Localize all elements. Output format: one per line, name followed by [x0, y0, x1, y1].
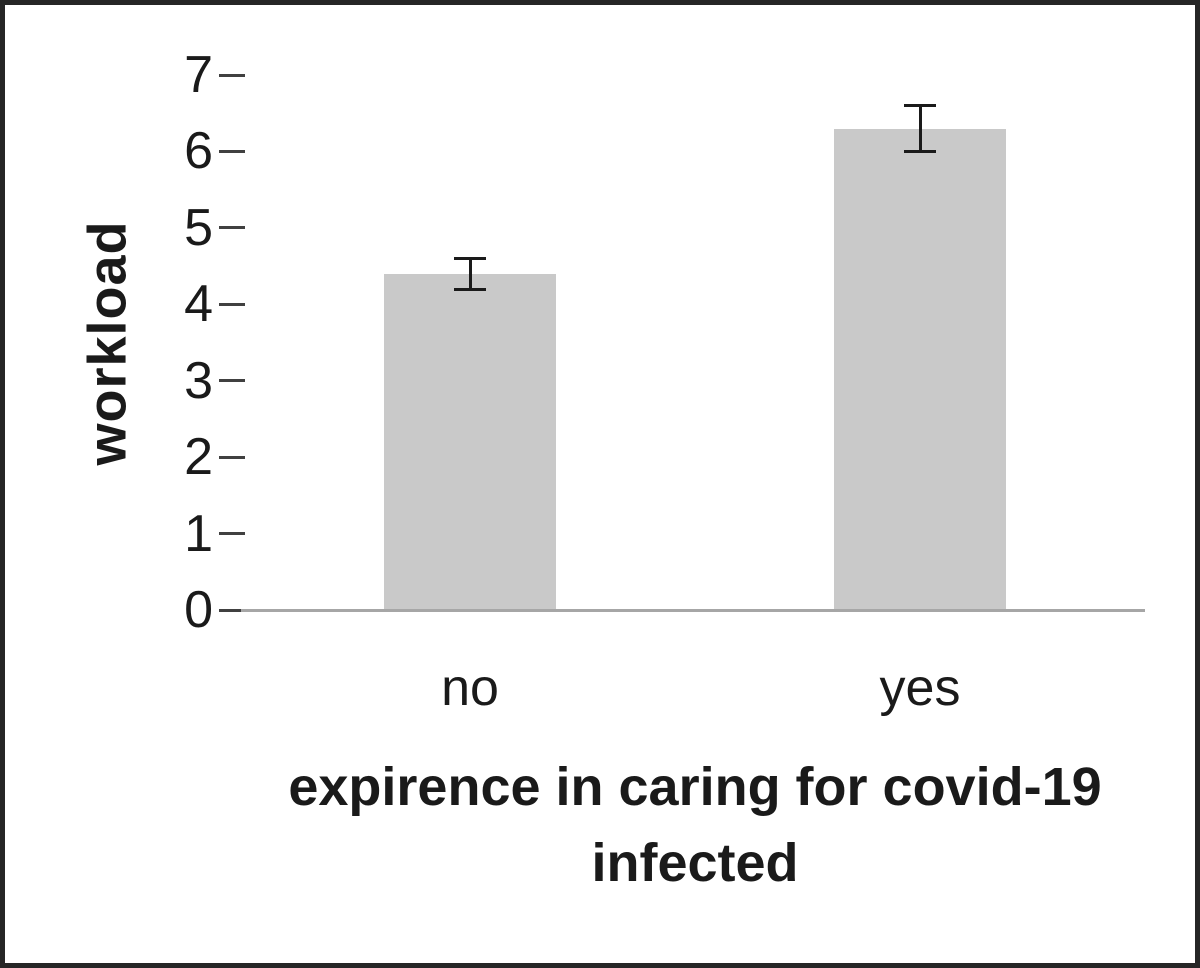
y-tick-mark [219, 532, 245, 536]
y-axis-title: workload [78, 219, 139, 466]
error-bar-cap-bottom [454, 287, 486, 291]
y-tick-label: 1 [184, 504, 213, 563]
x-tick-label-no: no [441, 659, 499, 717]
y-tick-label: 5 [184, 198, 213, 257]
y-tick-mark [219, 149, 245, 153]
error-bar-cap-bottom [904, 149, 936, 153]
error-bar-cap-top [904, 104, 936, 108]
y-tick-mark [219, 302, 245, 306]
error-bar-stem [468, 258, 472, 289]
error-bar-stem [918, 105, 922, 152]
y-tick-label: 3 [184, 351, 213, 410]
bar-yes [834, 128, 1006, 610]
y-tick-label: 4 [184, 275, 213, 334]
x-axis-line [241, 609, 1145, 612]
y-tick-mark [219, 379, 245, 383]
y-tick-label: 2 [184, 428, 213, 487]
y-tick-mark [219, 455, 245, 459]
y-tick-mark [219, 226, 245, 230]
y-tick-mark [219, 608, 245, 612]
x-tick-label-yes: yes [879, 659, 961, 717]
y-tick-label: 6 [184, 122, 213, 181]
y-tick-label: 7 [184, 46, 213, 104]
y-tick-mark [219, 73, 245, 77]
x-axis-title: expirence in caring for covid-19 infecte… [288, 757, 1102, 893]
error-bar-cap-top [454, 256, 486, 260]
y-tick-label: 0 [184, 581, 213, 639]
bar-no [384, 273, 556, 610]
